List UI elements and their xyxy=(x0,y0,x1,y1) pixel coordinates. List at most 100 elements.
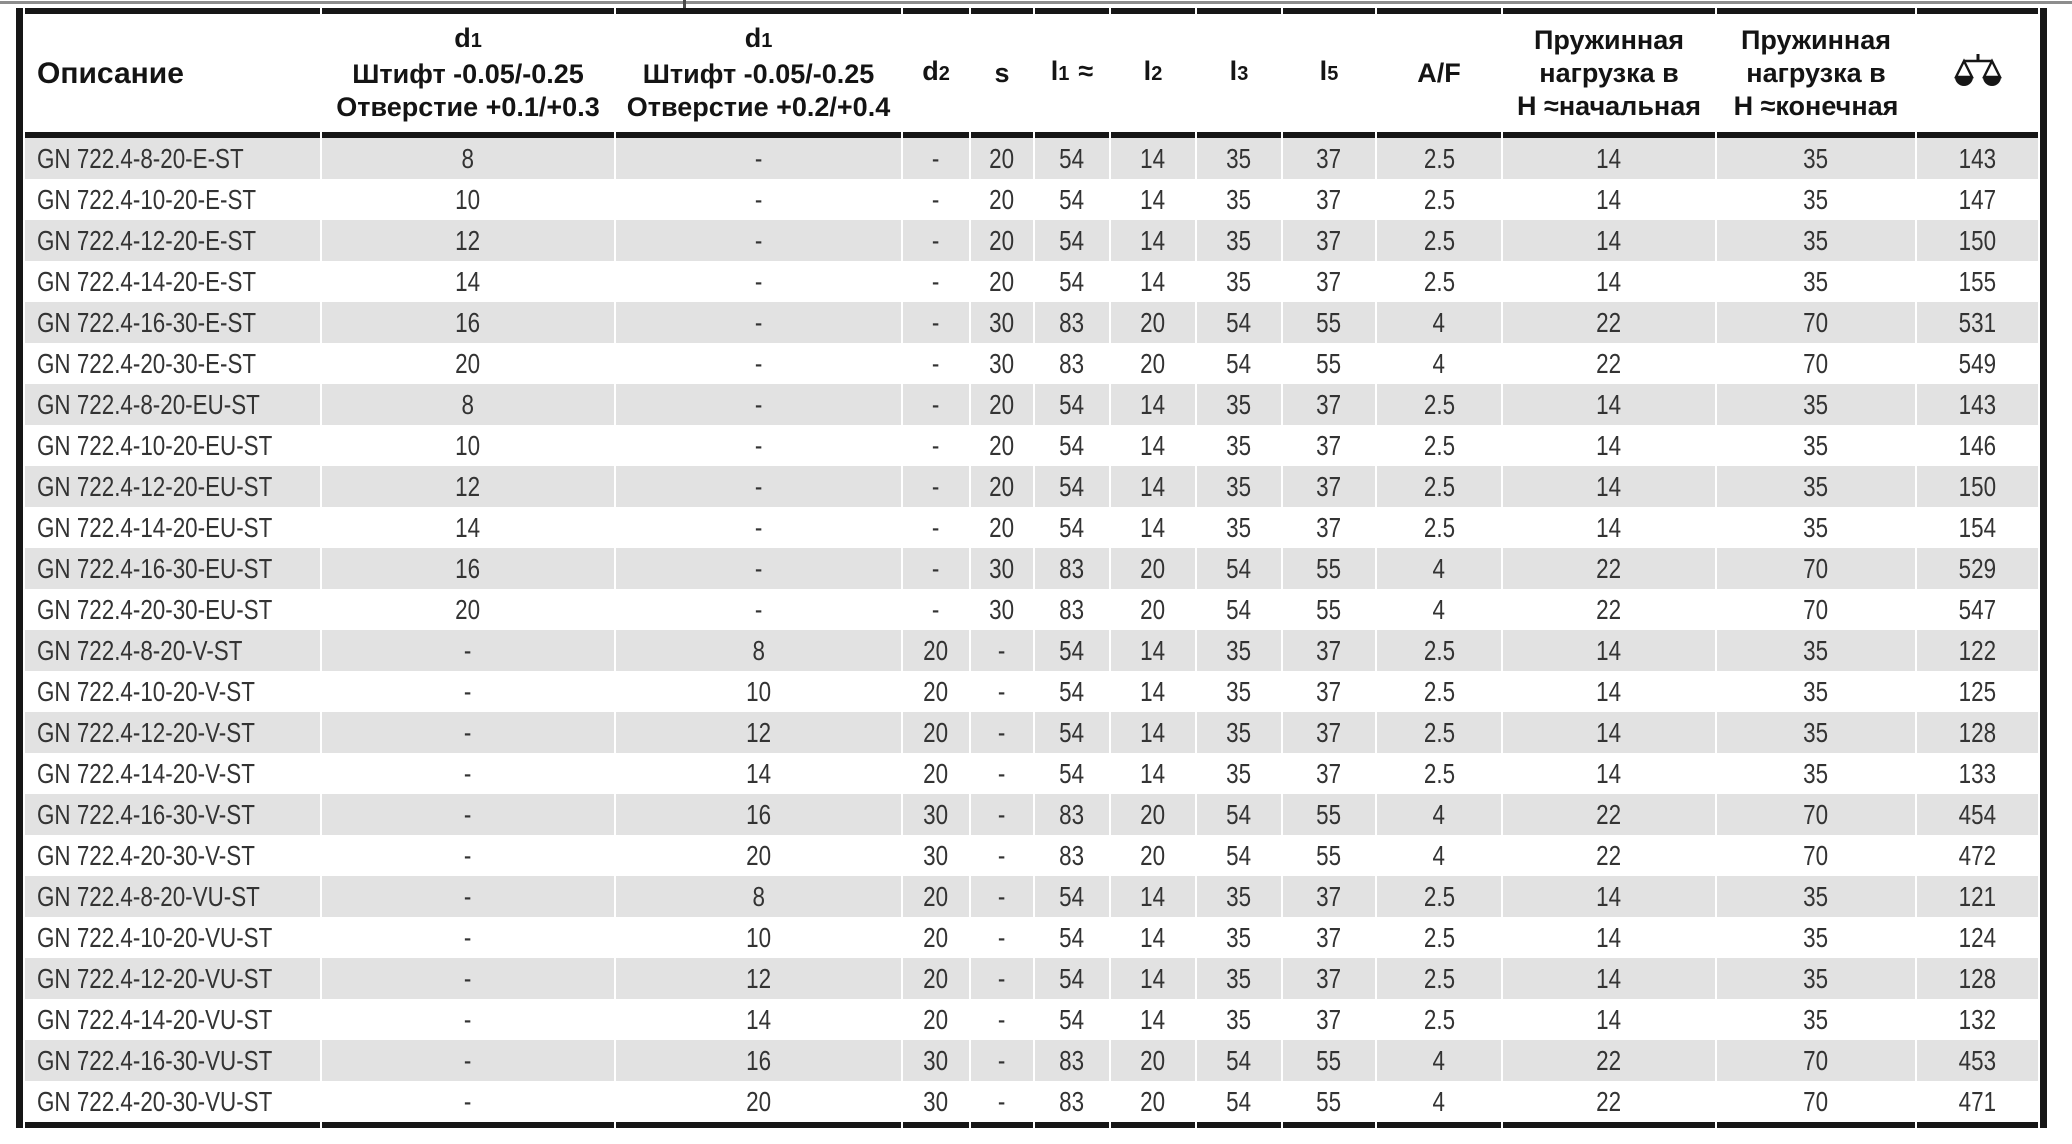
top-rule xyxy=(0,1,2072,4)
cell-s: 20 xyxy=(989,511,1015,543)
cell-d1_hole_a: - xyxy=(464,1003,472,1035)
cell-af: 2.5 xyxy=(1377,466,1501,507)
cell-spring_load_final: 70 xyxy=(1803,839,1829,871)
cell-spring_load_final: 35 xyxy=(1717,220,1915,261)
table-row: GN 722.4-8-20-VU-ST -8 20-54 14 35 37 2.5 14 35 1… xyxy=(25,876,2038,917)
cell-l2: 14 xyxy=(1111,712,1195,753)
cell-d1_hole_b: 12 xyxy=(616,958,901,999)
cell-d1_hole_b: 20 xyxy=(746,839,771,871)
cell-spring_load_initial: 14 xyxy=(1596,511,1622,543)
cell-l5: 37 xyxy=(1283,220,1375,261)
cell-spring_load_initial: 14 xyxy=(1596,921,1622,953)
cell-d1_hole_a: - xyxy=(322,630,614,671)
cell-l2: 14 xyxy=(1111,466,1195,507)
cell-weight: 154 xyxy=(1958,511,1997,543)
cell-l1: 54 xyxy=(1059,429,1085,461)
cell-d1_hole_b: 16 xyxy=(616,1040,901,1081)
cell-d2: 20 xyxy=(923,1003,949,1035)
cell-af: 2.5 xyxy=(1423,265,1455,297)
cell-l2: 14 xyxy=(1140,183,1166,215)
cell-d2: 30 xyxy=(903,1081,969,1128)
cell-weight: 143 xyxy=(1917,138,2038,179)
cell-l2: 14 xyxy=(1111,138,1195,179)
cell-l2: 20 xyxy=(1140,347,1166,379)
cell-spring_load_initial: 22 xyxy=(1596,347,1622,379)
table-row: GN 722.4-8-20-EU-ST 8- -20 54 14 35 37 2.5 14 35 1… xyxy=(25,384,2038,425)
cell-s: 20 xyxy=(971,220,1033,261)
cell-spring_load_initial: 14 xyxy=(1596,183,1622,215)
cell-d1_hole_a: - xyxy=(322,712,614,753)
cell-description: GN 722.4-16-30-E-ST xyxy=(25,302,320,343)
cell-spring_load_initial: 22 xyxy=(1503,548,1715,589)
cell-description: GN 722.4-16-30-EU-ST xyxy=(25,548,320,589)
cell-weight: 122 xyxy=(1917,630,2038,671)
cell-l2: 14 xyxy=(1140,757,1166,789)
cell-l5: 55 xyxy=(1316,839,1342,871)
cell-spring_load_initial: 14 xyxy=(1503,712,1715,753)
cell-d1_hole_b: - xyxy=(616,466,901,507)
cell-l2: 14 xyxy=(1140,1003,1166,1035)
cell-af: 4 xyxy=(1432,839,1446,871)
cell-s: - xyxy=(971,1040,1033,1081)
cell-s: - xyxy=(998,675,1006,707)
cell-d1_hole_b: - xyxy=(616,548,901,589)
table-row: GN 722.4-12-20-V-ST -12 20-54 14 35 37 2.5 14 35… xyxy=(25,712,2038,753)
cell-d2: 20 xyxy=(903,712,969,753)
cell-spring_load_initial: 14 xyxy=(1596,265,1622,297)
cell-d1_hole_a: 10 xyxy=(455,183,481,215)
cell-af: 4 xyxy=(1377,548,1501,589)
cell-d1_hole_b: - xyxy=(754,347,763,379)
cell-l2: 14 xyxy=(1111,630,1195,671)
cell-d2: - xyxy=(932,347,940,379)
cell-spring_load_initial: 22 xyxy=(1503,1040,1715,1081)
cell-af: 4 xyxy=(1432,593,1446,625)
cell-description: GN 722.4-20-30-V-ST xyxy=(37,839,255,871)
cell-s: - xyxy=(998,839,1006,871)
cell-spring_load_initial: 14 xyxy=(1596,429,1622,461)
cell-s: - xyxy=(971,794,1033,835)
cell-l5: 37 xyxy=(1316,757,1342,789)
cell-s: 30 xyxy=(971,548,1033,589)
cell-d1_hole_b: 10 xyxy=(746,921,771,953)
cell-af: 2.5 xyxy=(1423,1003,1455,1035)
col-header-d1-hole-b: d1 Штифт -0.05/-0.25 Отверстие +0.2/+0.4 xyxy=(616,8,901,138)
cell-description: GN 722.4-8-20-EU-ST xyxy=(25,384,320,425)
cell-l5: 37 xyxy=(1316,183,1342,215)
cell-d1_hole_a: - xyxy=(322,958,614,999)
cell-spring_load_initial: 14 xyxy=(1503,630,1715,671)
cell-spring_load_final: 70 xyxy=(1717,1040,1915,1081)
spec-table-frame: Описание d1 Штифт -0.05/-0.25 Отверстие … xyxy=(16,8,2047,1128)
cell-spring_load_initial: 22 xyxy=(1596,839,1622,871)
cell-l5: 37 xyxy=(1316,675,1342,707)
cell-d2: 20 xyxy=(903,876,969,917)
cell-description: GN 722.4-14-20-E-ST xyxy=(37,265,257,297)
cell-l1: 54 xyxy=(1059,757,1085,789)
cell-d1_hole_a: - xyxy=(464,757,472,789)
cell-d2: - xyxy=(932,511,940,543)
cell-l5: 37 xyxy=(1283,466,1375,507)
cell-weight: 150 xyxy=(1917,220,2038,261)
cell-af: 2.5 xyxy=(1423,675,1455,707)
cell-l2: 14 xyxy=(1111,876,1195,917)
cell-description: GN 722.4-20-30-EU-ST xyxy=(37,593,273,625)
cell-spring_load_final: 70 xyxy=(1717,1081,1915,1128)
cell-d1_hole_a: 12 xyxy=(322,220,614,261)
cell-l2: 14 xyxy=(1111,384,1195,425)
cell-description: GN 722.4-8-20-V-ST xyxy=(25,630,320,671)
cell-af: 2.5 xyxy=(1377,384,1501,425)
cell-weight: 531 xyxy=(1917,302,2038,343)
cell-description: GN 722.4-8-20-E-ST xyxy=(25,138,320,179)
cell-weight: 155 xyxy=(1958,265,1997,297)
cell-l3: 35 xyxy=(1197,958,1281,999)
cell-spring_load_final: 35 xyxy=(1717,958,1915,999)
cell-weight: 147 xyxy=(1958,183,1997,215)
cell-spring_load_initial: 14 xyxy=(1596,757,1622,789)
cell-s: - xyxy=(971,630,1033,671)
table-row: GN 722.4-12-20-VU-ST -12 20-54 14 35 37 2.5 14 3… xyxy=(25,958,2038,999)
table-row: GN 722.4-8-20-E-ST 8- -20 54 14 35 37 2.5 14 35 14… xyxy=(25,138,2038,179)
table-row: GN 722.4-16-30-E-ST 16- -30 83 20 54 55 4 22 70 53… xyxy=(25,302,2038,343)
cell-af: 2.5 xyxy=(1423,757,1455,789)
cell-l3: 35 xyxy=(1226,1003,1252,1035)
cell-d1_hole_b: 8 xyxy=(616,630,901,671)
